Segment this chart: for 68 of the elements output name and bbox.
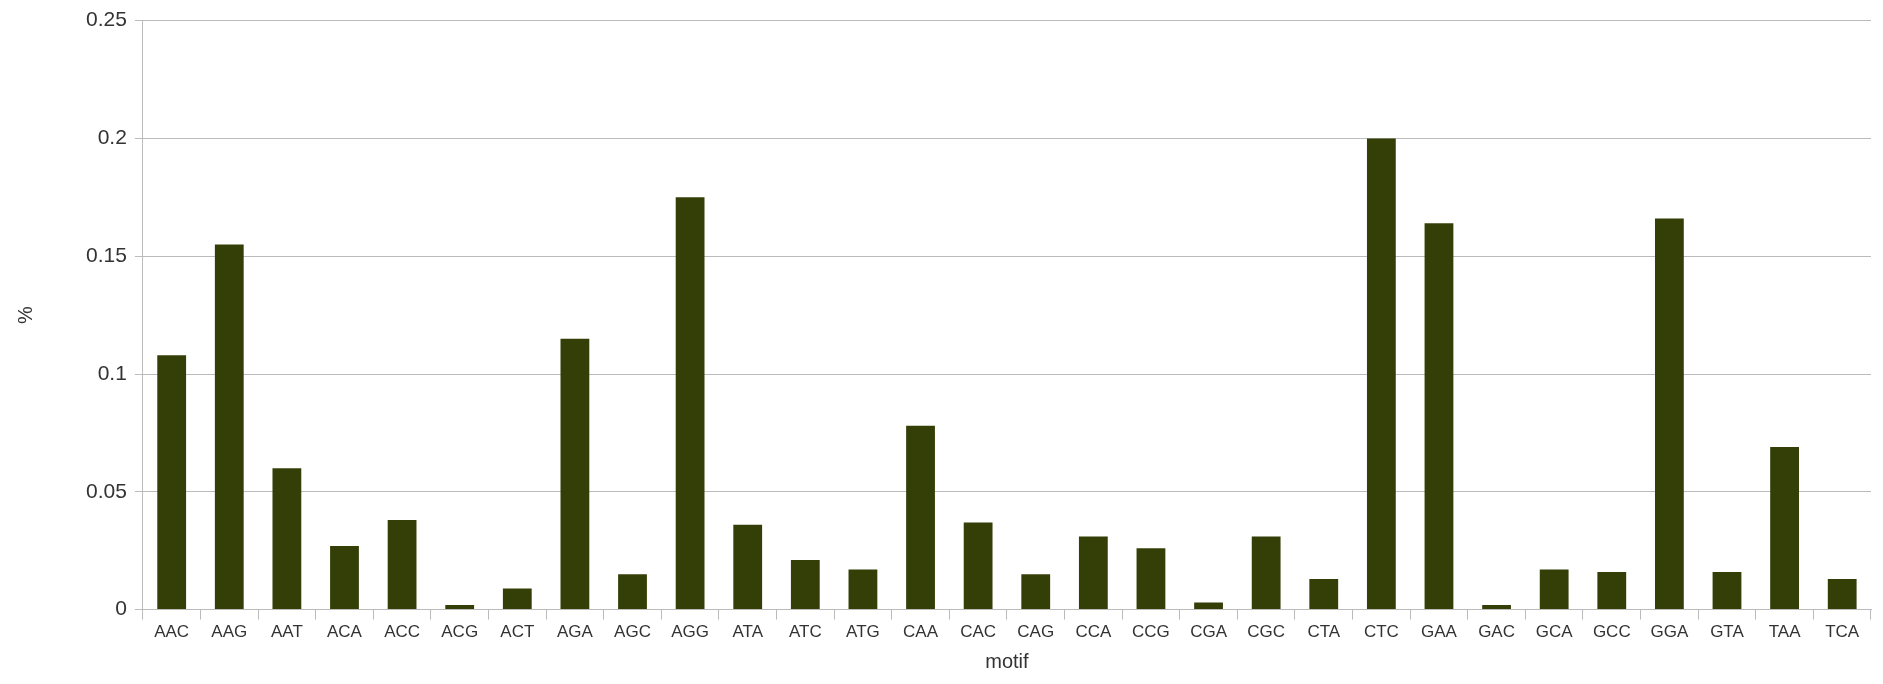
bar [618, 574, 647, 610]
bar [1366, 138, 1396, 610]
bar [1424, 223, 1454, 610]
x-tick-label: AAG [211, 622, 248, 642]
bar [1539, 569, 1569, 610]
y-tick-label: 0 [115, 596, 127, 620]
x-tick-label: GCA [1535, 622, 1574, 642]
bar [1194, 602, 1223, 610]
x-tick-label: TCA [1825, 622, 1860, 642]
bar [1251, 536, 1281, 610]
x-tick-label: AAT [270, 622, 303, 642]
bar [560, 338, 590, 610]
x-tick-label: ATC [788, 622, 822, 642]
y-tick-label: 0.25 [86, 7, 127, 31]
x-tick-label: CCG [1132, 622, 1170, 642]
x-tick-label: CTC [1363, 622, 1399, 642]
x-tick-label: CCA [1075, 622, 1112, 642]
x-axis-title: motif [985, 649, 1030, 672]
y-tick-label: 0.1 [97, 360, 127, 384]
y-axis-title: % [13, 306, 36, 324]
bar [1078, 536, 1108, 610]
bar [963, 522, 993, 610]
bar [790, 560, 820, 610]
bar [502, 588, 532, 610]
bar [675, 197, 705, 610]
y-tick-label: 0.15 [86, 243, 127, 266]
x-tick-label: ACG [441, 622, 479, 642]
bar [1654, 218, 1684, 610]
bar [1597, 571, 1627, 610]
y-tick-label: 0.2 [97, 125, 127, 149]
x-tick-label: AAC [154, 622, 190, 642]
bar [733, 524, 763, 610]
x-tick-label: ATG [846, 622, 880, 642]
x-tick-label: AGA [556, 622, 594, 642]
bar [1309, 578, 1339, 610]
x-tick-label: ACT [500, 622, 535, 642]
x-tick-label: ACA [327, 622, 363, 642]
x-tick-label: GAA [1421, 622, 1458, 642]
x-tick-label: CAG [1017, 622, 1055, 642]
bar [1021, 574, 1051, 610]
bar [1712, 571, 1742, 610]
bar [272, 468, 302, 610]
x-tick-label: AGG [671, 622, 710, 642]
bar [1482, 604, 1511, 610]
x-tick-label: TAA [1768, 622, 1802, 642]
bar [214, 244, 244, 610]
bar [1827, 578, 1857, 610]
y-tick-label: 0.05 [86, 478, 127, 502]
x-tick-label: CGC [1247, 622, 1286, 642]
x-tick-label: CGA [1190, 622, 1228, 642]
x-tick-label: CAC [960, 622, 997, 642]
bar [906, 425, 935, 610]
x-tick-label: GAC [1478, 622, 1515, 642]
bar [848, 569, 878, 610]
x-tick-label: ATA [732, 622, 764, 642]
bar [1770, 447, 1799, 610]
bar [157, 355, 187, 610]
x-tick-label: GCC [1592, 622, 1631, 642]
x-tick-label: CAA [903, 622, 939, 642]
x-tick-label: GTA [1710, 622, 1745, 642]
x-tick-label: AGC [614, 622, 651, 642]
x-tick-label: CTA [1307, 622, 1341, 642]
bar [330, 545, 359, 610]
bar [1136, 548, 1166, 610]
bar [387, 520, 417, 610]
bar [445, 604, 475, 610]
x-tick-label: ACC [384, 622, 421, 642]
x-tick-label: GGA [1650, 622, 1689, 642]
